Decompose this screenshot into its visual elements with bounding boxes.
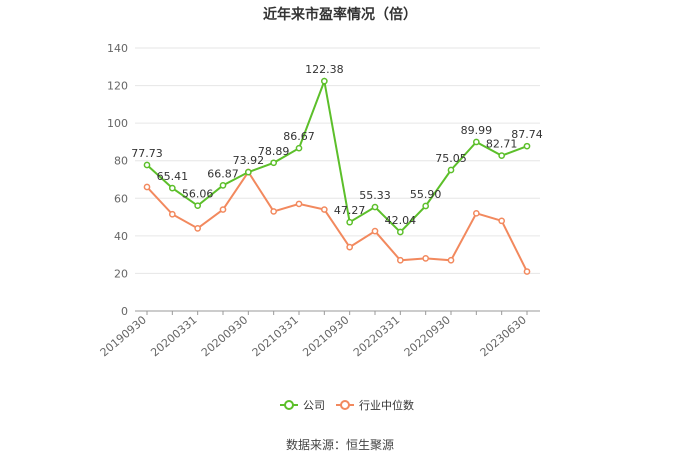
data-point [422,202,430,210]
legend-swatch-marker [284,400,294,410]
data-point [219,182,227,189]
x-tick-label: 20220930 [402,313,453,359]
data-label: 122.38 [305,63,344,76]
legend-swatch-marker [340,400,350,410]
data-point [422,255,430,262]
data-label: 82.71 [486,138,518,151]
x-tick-label: 20210331 [250,313,301,359]
x-tick-label: 20220331 [351,313,402,359]
x-tick-label: 20200930 [199,313,250,359]
data-point [244,168,252,176]
y-tick-label: 20 [114,267,128,280]
x-tick-label: 20200331 [148,313,199,359]
y-tick-label: 60 [114,192,128,205]
axis-layer: 0 20 40 60 80 100 120 140 20190930 20200331 202009… [98,42,540,359]
series-layer [143,77,531,275]
legend-label: 公司 [303,399,325,412]
data-point [320,206,328,213]
data-point [472,209,480,217]
series-line [146,77,528,234]
data-point [396,256,404,264]
data-point [194,224,202,232]
data-point [143,183,151,191]
legend: 公司 行业中位数 [280,398,414,412]
series-line [146,170,528,272]
legend-label: 行业中位数 [359,398,414,412]
data-point [371,227,379,235]
grid-layer [135,47,540,274]
data-point [498,217,506,225]
data-label: 89.99 [461,124,493,137]
data-point [295,200,303,208]
data-point [346,218,354,226]
x-tick-label: 20210930 [300,313,351,359]
data-point [523,142,531,150]
data-point [447,166,455,174]
y-tick-label: 40 [114,230,128,243]
data-label: 73.92 [233,154,265,167]
data-label: 87.74 [511,128,543,141]
y-tick-label: 80 [114,155,128,168]
data-label: 78.89 [258,145,290,158]
data-label: 86.67 [283,130,315,143]
data-point [320,77,328,85]
data-point [143,161,151,169]
data-label: 42.04 [385,214,417,227]
data-point [472,138,480,146]
data-point [219,206,227,213]
data-label: 55.33 [359,189,391,202]
data-label: 56.06 [182,188,214,201]
data-point [270,208,278,215]
y-tick-label: 120 [107,80,128,93]
chart-title: 近年来市盈率情况（倍） [263,7,417,23]
data-point [270,159,278,167]
x-tick-label: 20190930 [98,313,149,359]
data-point [295,144,303,152]
data-point [168,210,176,218]
x-tick-label: 20230630 [478,313,529,359]
data-point [498,152,506,159]
data-label: 77.73 [131,147,163,160]
data-label: 47.27 [334,204,366,217]
data-point [396,228,404,236]
data-point [447,256,455,264]
source-note: 数据来源：恒生聚源 [285,438,394,452]
data-point [194,202,202,210]
y-tick-label: 0 [121,305,128,318]
data-point [523,268,531,275]
data-label: 75.05 [435,152,467,165]
y-tick-label: 140 [107,42,128,55]
data-label: 55.90 [410,188,442,201]
y-tick-label: 100 [107,117,128,130]
data-point [346,243,354,251]
data-label: 65.41 [157,170,189,183]
data-label: 66.87 [207,167,239,180]
data-point [371,203,379,211]
data-point [168,184,176,192]
